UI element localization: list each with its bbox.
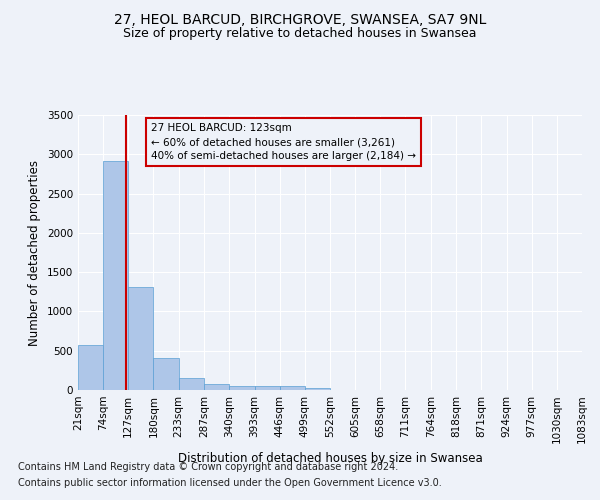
Text: 27, HEOL BARCUD, BIRCHGROVE, SWANSEA, SA7 9NL: 27, HEOL BARCUD, BIRCHGROVE, SWANSEA, SA…	[114, 12, 486, 26]
Text: 27 HEOL BARCUD: 123sqm
← 60% of detached houses are smaller (3,261)
40% of semi-: 27 HEOL BARCUD: 123sqm ← 60% of detached…	[151, 123, 416, 161]
Bar	[305, 388, 330, 390]
Bar	[128, 286, 154, 390]
Bar	[179, 378, 204, 390]
Bar	[154, 358, 179, 390]
Y-axis label: Number of detached properties: Number of detached properties	[28, 160, 41, 346]
Text: Contains public sector information licensed under the Open Government Licence v3: Contains public sector information licen…	[18, 478, 442, 488]
X-axis label: Distribution of detached houses by size in Swansea: Distribution of detached houses by size …	[178, 452, 482, 465]
Bar	[78, 345, 103, 390]
Bar	[254, 386, 280, 390]
Text: Contains HM Land Registry data © Crown copyright and database right 2024.: Contains HM Land Registry data © Crown c…	[18, 462, 398, 472]
Bar	[280, 386, 305, 390]
Bar	[229, 386, 254, 390]
Bar	[103, 162, 128, 390]
Bar	[204, 384, 229, 390]
Text: Size of property relative to detached houses in Swansea: Size of property relative to detached ho…	[123, 28, 477, 40]
